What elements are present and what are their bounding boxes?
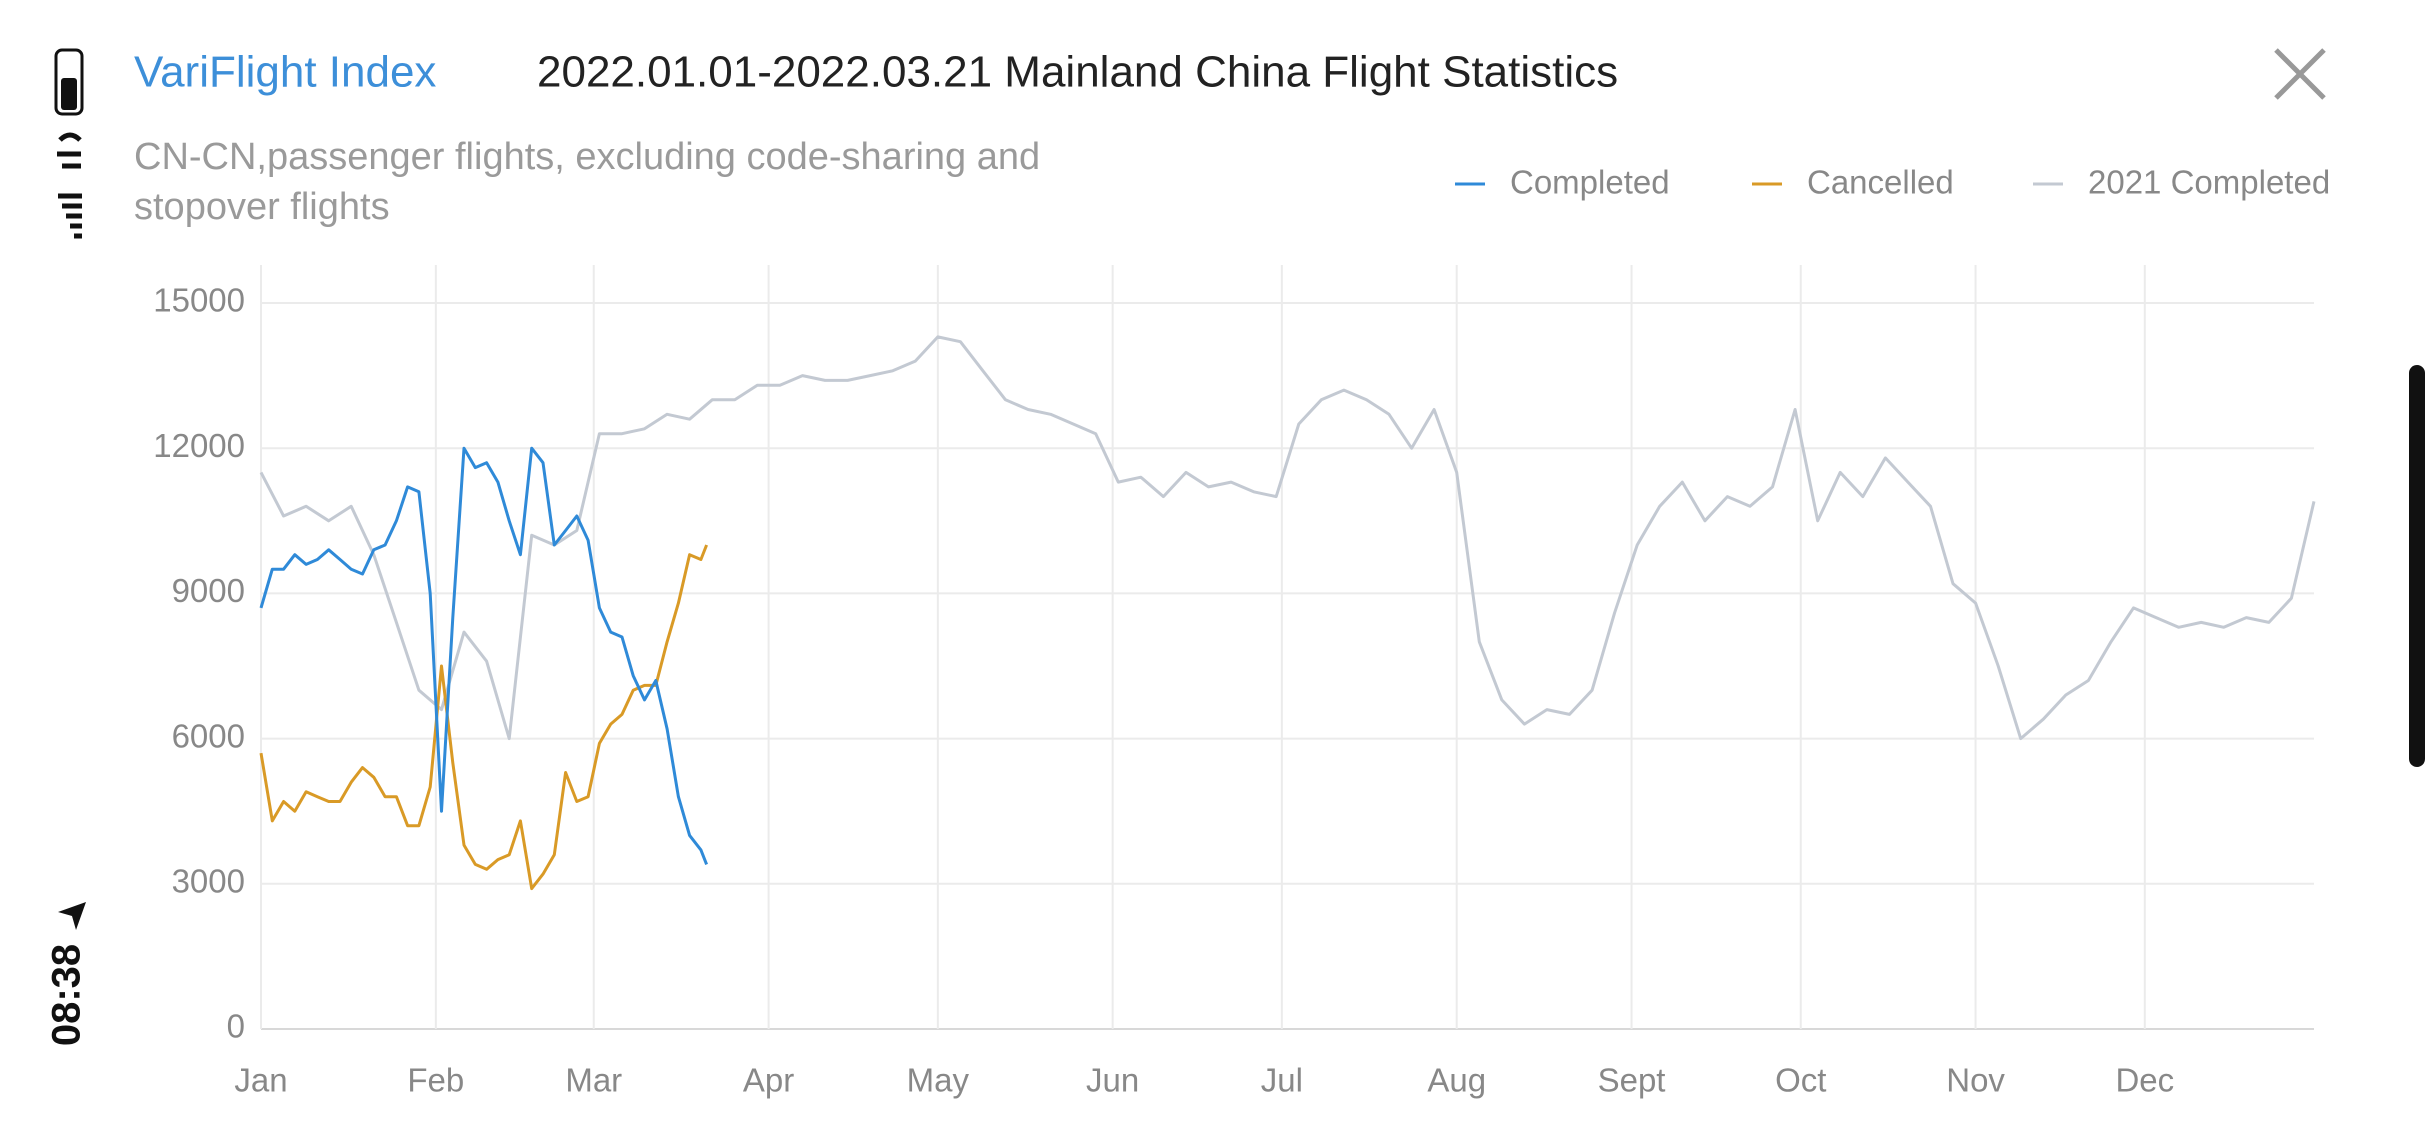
legend-label: Cancelled xyxy=(1807,164,1954,201)
x-tick-label: May xyxy=(907,1062,970,1099)
series-line xyxy=(259,335,2316,741)
scrollbar xyxy=(2409,365,2425,767)
x-tick-label: Jun xyxy=(1086,1062,1139,1099)
subtitle: CN-CN,passenger flights, excluding code-… xyxy=(134,136,1040,178)
y-tick-label: 0 xyxy=(227,1008,245,1045)
y-tick-label: 3000 xyxy=(172,863,245,900)
x-tick-label: Nov xyxy=(1946,1062,2005,1099)
y-tick-label: 15000 xyxy=(153,282,245,319)
signal-icon xyxy=(58,193,82,239)
y-tick-label: 9000 xyxy=(172,572,245,609)
x-tick-label: Jan xyxy=(234,1062,287,1099)
chart-title: 2022.01.01-2022.03.21 Mainland China Fli… xyxy=(537,48,1618,97)
x-tick-label: Mar xyxy=(565,1062,622,1099)
location-icon xyxy=(58,902,86,930)
wifi-icon xyxy=(57,132,82,169)
brand: VariFlight Index xyxy=(134,48,436,97)
y-tick-label: 6000 xyxy=(172,717,245,754)
y-tick-label: 12000 xyxy=(153,427,245,464)
legend-label: 2021 Completed xyxy=(2088,164,2330,201)
x-tick-label: Sept xyxy=(1598,1062,1666,1099)
status-bar: 08:38 xyxy=(45,48,89,1046)
legend-label: Completed xyxy=(1510,164,1670,201)
battery xyxy=(54,48,84,116)
x-tick-label: Aug xyxy=(1427,1062,1486,1099)
series-line xyxy=(259,446,708,865)
close-button[interactable] xyxy=(2274,48,2326,100)
x-tick-label: Feb xyxy=(407,1062,464,1099)
clock: 08:38 xyxy=(45,944,89,1046)
x-tick-label: Jul xyxy=(1261,1062,1303,1099)
x-tick-label: Oct xyxy=(1775,1062,1826,1099)
series-line xyxy=(259,544,708,891)
x-tick-label: Apr xyxy=(743,1062,794,1099)
subtitle: stopover flights xyxy=(134,186,390,228)
battery-level xyxy=(61,78,77,110)
x-tick-label: Dec xyxy=(2115,1062,2174,1099)
